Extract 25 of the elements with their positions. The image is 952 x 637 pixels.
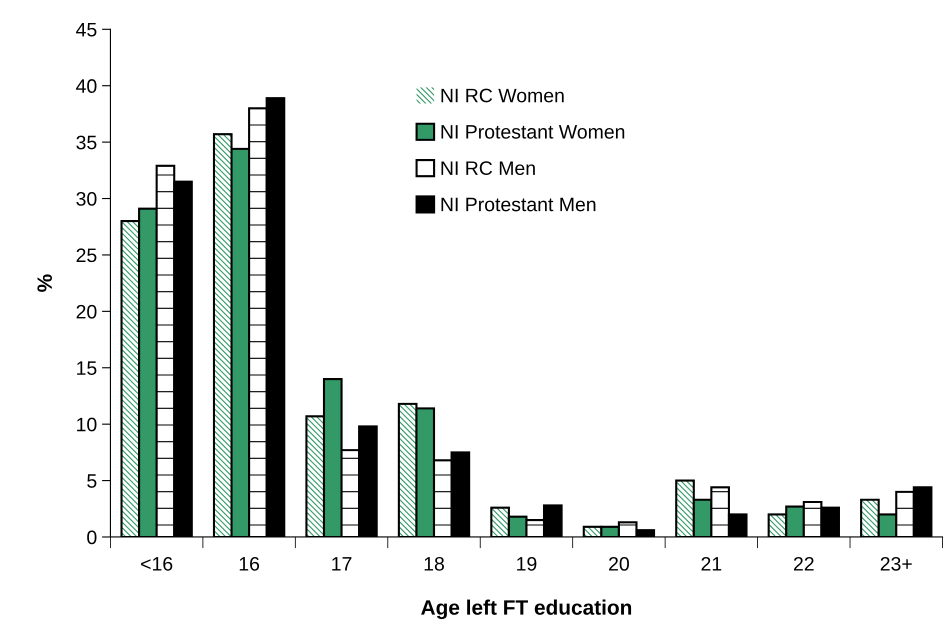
x-tick-label: 19 xyxy=(517,556,536,571)
x-tick-label: 17 xyxy=(332,557,352,571)
x-tick-label: 20 xyxy=(609,556,629,571)
legend-label: NI RC Men xyxy=(442,161,535,176)
x-tick-label: 22 xyxy=(794,556,814,571)
x-tick-label: 18 xyxy=(424,556,444,571)
x-tick-label: 16 xyxy=(240,556,260,571)
y-tick-label: 40 xyxy=(76,79,96,93)
y-axis-title: % xyxy=(37,274,52,292)
legend-label: NI RC Women xyxy=(442,88,564,102)
legend-label: NI Protestant Women xyxy=(442,125,624,139)
y-tick-label: 25 xyxy=(76,248,96,262)
y-tick-label: 20 xyxy=(76,304,96,319)
y-tick-label: 10 xyxy=(77,418,96,432)
y-tick-label: 35 xyxy=(76,136,96,150)
x-tick-label: 23+ xyxy=(880,556,912,571)
legend-label: NI Protestant Men xyxy=(442,198,596,212)
y-tick-label: 0 xyxy=(87,530,96,544)
y-tick-label: 5 xyxy=(87,474,96,488)
y-tick-label: 45 xyxy=(76,22,96,37)
x-axis-title: Age left FT education xyxy=(421,600,632,620)
x-tick-label: <16 xyxy=(141,556,172,571)
x-tick-label: 21 xyxy=(702,556,722,571)
y-tick-label: 15 xyxy=(77,361,96,375)
y-tick-label: 30 xyxy=(76,192,96,206)
